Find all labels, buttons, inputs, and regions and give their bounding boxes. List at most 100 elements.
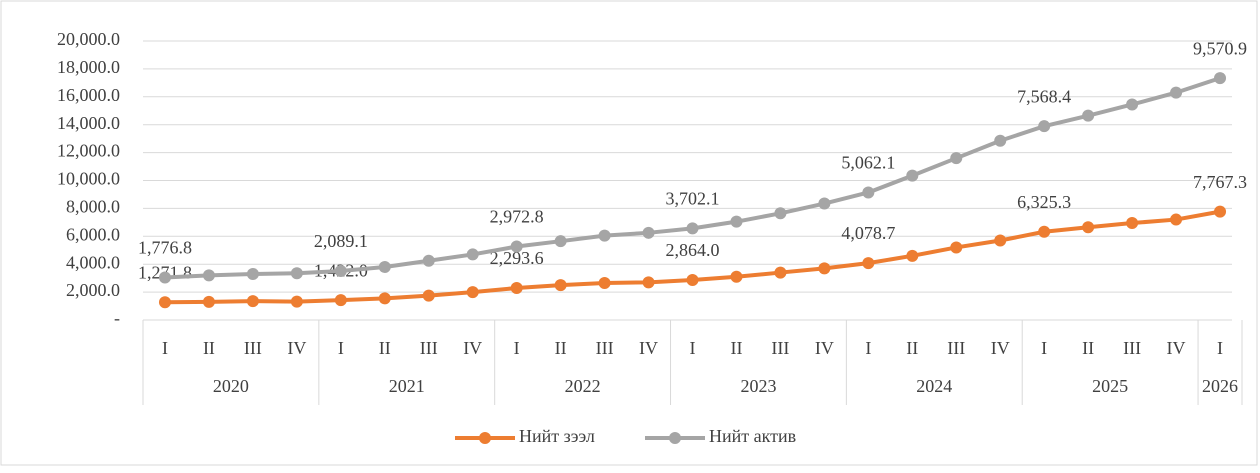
marker [686, 222, 699, 235]
marker [1214, 205, 1227, 218]
data-label: 7,767.3 [1193, 172, 1247, 192]
x-tick-label: III [771, 338, 789, 358]
y-tick-label: 6,000.0 [66, 224, 120, 244]
data-label: 5,062.1 [841, 153, 895, 173]
marker [158, 271, 171, 284]
marker [1038, 225, 1051, 238]
x-tick-label: III [420, 338, 438, 358]
marker [950, 152, 963, 165]
x-tick-label: III [244, 338, 262, 358]
marker [202, 269, 215, 282]
marker [378, 292, 391, 305]
data-label: 2,864.0 [666, 240, 720, 260]
marker [554, 235, 567, 248]
x-tick-label: I [1041, 338, 1047, 358]
marker [422, 254, 435, 267]
data-label: 2,089.1 [314, 231, 368, 251]
marker [774, 266, 787, 279]
marker [1126, 217, 1139, 230]
x-tick-label: III [947, 338, 965, 358]
marker [598, 277, 611, 290]
group-label: 2022 [565, 376, 601, 396]
legend-label: Нийт зээл [519, 426, 595, 446]
data-label: 9,570.9 [1193, 38, 1247, 58]
marker [334, 294, 347, 307]
marker [158, 296, 171, 309]
marker [686, 274, 699, 287]
marker [1082, 109, 1095, 122]
data-label: 2,293.6 [490, 248, 544, 268]
x-tick-label: I [162, 338, 168, 358]
marker [246, 267, 259, 280]
marker [554, 279, 567, 292]
marker [246, 295, 259, 308]
x-tick-label: II [730, 338, 742, 358]
marker [1126, 98, 1139, 111]
marker [906, 169, 919, 182]
data-label: 2,972.8 [490, 207, 544, 227]
x-tick-label: I [690, 338, 696, 358]
marker [730, 215, 743, 228]
y-tick-label: - [114, 308, 120, 328]
y-tick-label: 14,000.0 [57, 113, 120, 133]
marker [334, 265, 347, 278]
x-tick-label: II [906, 338, 918, 358]
marker [1038, 120, 1051, 133]
marker [422, 289, 435, 302]
marker [994, 134, 1007, 147]
data-label: 1,776.8 [138, 238, 192, 258]
legend-marker [669, 432, 681, 444]
marker [1082, 221, 1095, 234]
marker [730, 270, 743, 283]
x-tick-label: II [555, 338, 567, 358]
group-label: 2024 [916, 376, 952, 396]
x-tick-label: IV [287, 338, 306, 358]
legend-label: Нийт актив [709, 426, 796, 446]
marker [1170, 213, 1183, 226]
x-tick-label: III [1123, 338, 1141, 358]
data-label: 4,078.7 [841, 223, 895, 243]
x-tick-label: IV [1167, 338, 1186, 358]
marker [906, 249, 919, 262]
group-label: 2025 [1092, 376, 1128, 396]
marker [862, 186, 875, 199]
group-label: 2023 [740, 376, 776, 396]
y-tick-label: 8,000.0 [66, 197, 120, 217]
x-tick-label: I [338, 338, 344, 358]
group-label: 2020 [213, 376, 249, 396]
marker [598, 229, 611, 242]
marker [862, 257, 875, 270]
marker [290, 295, 303, 308]
x-tick-label: IV [991, 338, 1010, 358]
y-tick-label: 2,000.0 [66, 280, 120, 300]
x-tick-label: IV [639, 338, 658, 358]
x-tick-label: II [203, 338, 215, 358]
y-tick-label: 18,000.0 [57, 57, 120, 77]
marker [290, 267, 303, 280]
x-tick-label: III [596, 338, 614, 358]
marker [774, 207, 787, 220]
x-tick-label: I [1217, 338, 1223, 358]
group-label: 2026 [1202, 376, 1238, 396]
x-tick-label: IV [815, 338, 834, 358]
x-tick-label: IV [463, 338, 482, 358]
marker [950, 241, 963, 254]
data-label: 3,702.1 [666, 189, 720, 209]
legend-marker [479, 432, 491, 444]
marker [510, 282, 523, 295]
marker [642, 276, 655, 289]
x-tick-label: I [514, 338, 520, 358]
x-tick-label: I [865, 338, 871, 358]
marker [818, 262, 831, 275]
x-tick-label: II [1082, 338, 1094, 358]
x-tick-label: II [379, 338, 391, 358]
marker [994, 234, 1007, 247]
marker [466, 286, 479, 299]
marker [818, 197, 831, 210]
data-label: 7,568.4 [1017, 86, 1071, 106]
group-label: 2021 [389, 376, 425, 396]
marker [642, 226, 655, 239]
y-tick-label: 12,000.0 [57, 141, 120, 161]
marker [510, 240, 523, 253]
